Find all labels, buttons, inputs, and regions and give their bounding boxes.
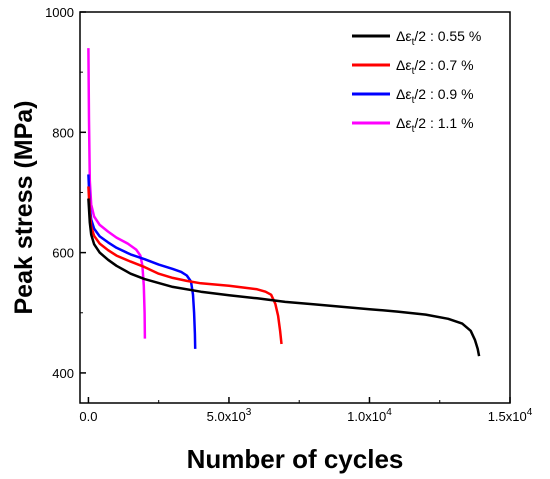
plot-area xyxy=(79,11,511,404)
legend-label-text: /2 : 1.1 % xyxy=(414,115,473,131)
series-layer xyxy=(87,48,481,357)
legend-label: Δεt/2 : 0.55 % xyxy=(396,28,481,48)
legend: Δεt/2 : 0.55 %Δεt/2 : 0.7 %Δεt/2 : 0.9 %… xyxy=(352,28,481,135)
y-tick-label: 800 xyxy=(52,125,74,140)
y-tick-label: 1000 xyxy=(45,5,74,20)
legend-label-subscript: t xyxy=(412,37,415,48)
y-axis-title: Peak stress (MPa) xyxy=(10,100,38,314)
legend-label-text: /2 : 0.9 % xyxy=(414,86,473,102)
legend-label: Δεt/2 : 1.1 % xyxy=(396,115,474,135)
y-tick-label: 400 xyxy=(52,366,74,381)
plot-frame xyxy=(79,11,511,404)
legend-label-symbol: Δε xyxy=(396,115,412,131)
series-line xyxy=(87,48,147,339)
legend-label: Δεt/2 : 0.9 % xyxy=(396,86,474,106)
x-tick-label: 1.5x104 xyxy=(488,407,533,424)
x-tick-label: 0.0 xyxy=(79,409,97,424)
legend-label-text: /2 : 0.7 % xyxy=(414,57,473,73)
x-tick-label-base: 5.0x10 xyxy=(207,409,246,424)
x-tick-label-exponent: 4 xyxy=(527,407,533,418)
x-tick-label-exponent: 3 xyxy=(246,407,252,418)
y-tick-label: 600 xyxy=(52,246,74,261)
x-tick-label-base: 1.5x10 xyxy=(488,409,527,424)
legend-label-subscript: t xyxy=(412,66,415,77)
legend-label-subscript: t xyxy=(412,124,415,135)
x-tick-label-exponent: 4 xyxy=(386,407,392,418)
legend-label-subscript: t xyxy=(412,95,415,106)
legend-label-symbol: Δε xyxy=(396,57,412,73)
legend-label: Δεt/2 : 0.7 % xyxy=(396,57,474,77)
legend-label-symbol: Δε xyxy=(396,86,412,102)
x-tick-label: 5.0x103 xyxy=(207,407,252,424)
x-tick-label: 1.0x104 xyxy=(347,407,392,424)
series-line xyxy=(87,198,481,357)
ticks-layer xyxy=(80,11,511,403)
legend-label-text: /2 : 0.55 % xyxy=(414,28,481,44)
legend-label-symbol: Δε xyxy=(396,28,412,44)
series-line xyxy=(87,186,283,345)
x-tick-label-base: 1.0x10 xyxy=(347,409,386,424)
x-tick-label-base: 0.0 xyxy=(79,409,97,424)
x-axis-title: Number of cycles xyxy=(187,444,404,474)
series-line xyxy=(87,174,197,349)
